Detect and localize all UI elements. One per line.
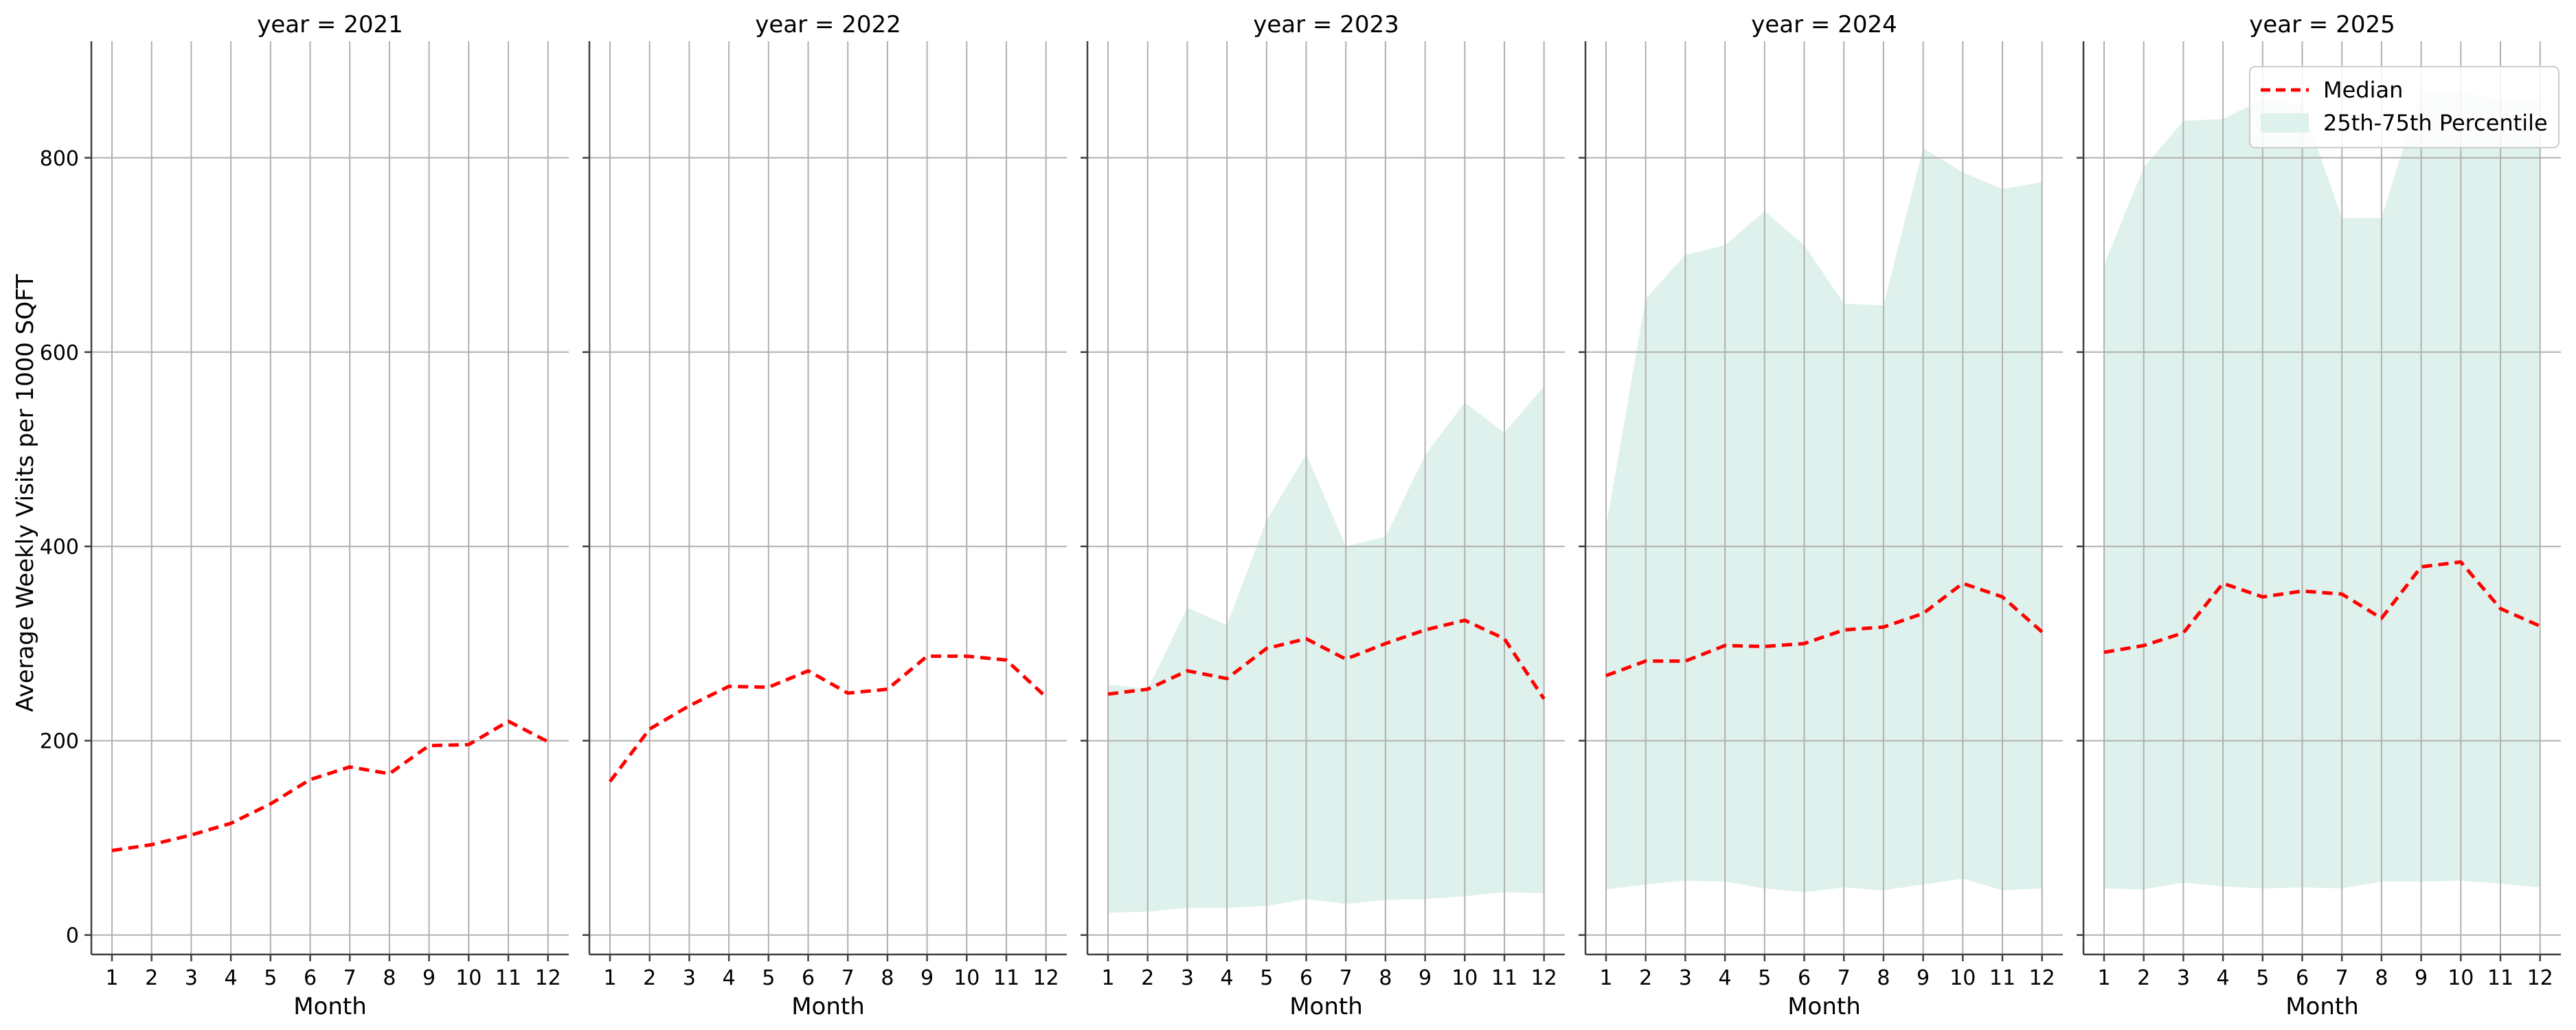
y-tick-label: 200 xyxy=(40,730,79,754)
facet-title: year = 2021 xyxy=(257,11,403,38)
x-tick-label: 10 xyxy=(1451,966,1478,990)
x-tick-label: 7 xyxy=(343,966,357,990)
x-tick-label: 12 xyxy=(535,966,561,990)
x-tick-label: 8 xyxy=(1379,966,1392,990)
x-tick-label: 1 xyxy=(603,966,616,990)
legend-median-label: Median xyxy=(2323,77,2403,103)
percentile-band xyxy=(2104,89,2540,890)
x-tick-label: 8 xyxy=(1877,966,1890,990)
x-tick-label: 4 xyxy=(1221,966,1234,990)
x-tick-label: 3 xyxy=(2177,966,2190,990)
x-tick-label: 9 xyxy=(1419,966,1432,990)
median-line xyxy=(2103,560,2541,654)
x-tick-label: 9 xyxy=(422,966,436,990)
x-tick-label: 2 xyxy=(1639,966,1652,990)
median-line xyxy=(111,719,549,853)
x-tick-label: 3 xyxy=(185,966,198,990)
x-tick-label: 2 xyxy=(2137,966,2150,990)
x-tick-label: 4 xyxy=(2217,966,2230,990)
x-tick-label: 10 xyxy=(1950,966,1976,990)
facet-title: year = 2024 xyxy=(1751,11,1897,38)
x-tick-label: 12 xyxy=(1531,966,1557,990)
x-tick-label: 8 xyxy=(2375,966,2388,990)
x-tick-label: 4 xyxy=(1719,966,1732,990)
percentile-band xyxy=(1606,148,2042,893)
x-tick-label: 10 xyxy=(953,966,980,990)
x-tick-label: 2 xyxy=(145,966,158,990)
x-tick-label: 12 xyxy=(1033,966,1059,990)
x-tick-label: 10 xyxy=(2448,966,2474,990)
legend-frame xyxy=(2249,66,2560,148)
y-tick-label: 800 xyxy=(40,147,79,171)
x-tick-label: 6 xyxy=(2296,966,2309,990)
x-tick-label: 11 xyxy=(1491,966,1517,990)
x-tick-label: 4 xyxy=(225,966,238,990)
x-tick-label: 8 xyxy=(881,966,894,990)
x-tick-label: 5 xyxy=(1260,966,1273,990)
x-tick-label: 5 xyxy=(264,966,277,990)
facet-title: year = 2023 xyxy=(1253,11,1399,38)
x-tick-label: 5 xyxy=(1758,966,1771,990)
x-tick-label: 1 xyxy=(105,966,118,990)
x-axis-label: Month xyxy=(1787,993,1861,1020)
facet-title: year = 2022 xyxy=(755,11,901,38)
y-tick-label: 400 xyxy=(40,536,79,560)
x-tick-label: 6 xyxy=(802,966,815,990)
x-tick-label: 1 xyxy=(2097,966,2110,990)
median-line xyxy=(1605,582,2044,678)
legend: Median 25th-75th Percentile xyxy=(2249,66,2560,148)
x-tick-label: 6 xyxy=(304,966,317,990)
x-tick-label: 7 xyxy=(841,966,855,990)
x-tick-label: 9 xyxy=(1917,966,1930,990)
facet-title: year = 2025 xyxy=(2249,11,2395,38)
x-tick-label: 7 xyxy=(1340,966,1353,990)
x-tick-label: 3 xyxy=(1679,966,1692,990)
x-tick-label: 9 xyxy=(920,966,934,990)
median-line xyxy=(609,654,1048,783)
x-tick-label: 8 xyxy=(383,966,396,990)
median-line xyxy=(1107,618,1546,700)
x-axis-label: Month xyxy=(2285,993,2359,1020)
y-tick-label: 600 xyxy=(40,341,79,365)
x-tick-label: 2 xyxy=(1141,966,1154,990)
x-tick-label: 11 xyxy=(1989,966,2015,990)
x-tick-label: 9 xyxy=(2415,966,2428,990)
x-tick-label: 10 xyxy=(455,966,482,990)
x-tick-label: 5 xyxy=(762,966,775,990)
x-tick-label: 3 xyxy=(1181,966,1194,990)
x-tick-label: 11 xyxy=(993,966,1019,990)
x-tick-label: 6 xyxy=(1798,966,1811,990)
x-axis-label: Month xyxy=(1289,993,1363,1020)
x-axis-label: Month xyxy=(791,993,865,1020)
x-tick-label: 6 xyxy=(1300,966,1313,990)
x-tick-label: 1 xyxy=(1101,966,1114,990)
x-tick-label: 12 xyxy=(2029,966,2055,990)
x-tick-label: 7 xyxy=(2336,966,2349,990)
y-tick-label: 0 xyxy=(66,924,79,948)
x-axis-label: Month xyxy=(293,993,367,1020)
x-tick-label: 1 xyxy=(1599,966,1612,990)
x-tick-label: 4 xyxy=(723,966,736,990)
legend-band-label: 25th-75th Percentile xyxy=(2323,110,2548,136)
x-tick-label: 11 xyxy=(495,966,521,990)
y-axis-label: Average Weekly Visits per 1000 SQFT xyxy=(12,274,39,712)
x-tick-label: 12 xyxy=(2527,966,2553,990)
legend-band-swatch xyxy=(2261,113,2309,133)
x-tick-label: 3 xyxy=(683,966,696,990)
x-tick-label: 5 xyxy=(2256,966,2269,990)
x-tick-label: 2 xyxy=(643,966,656,990)
x-tick-label: 7 xyxy=(1838,966,1851,990)
x-tick-label: 11 xyxy=(2487,966,2513,990)
